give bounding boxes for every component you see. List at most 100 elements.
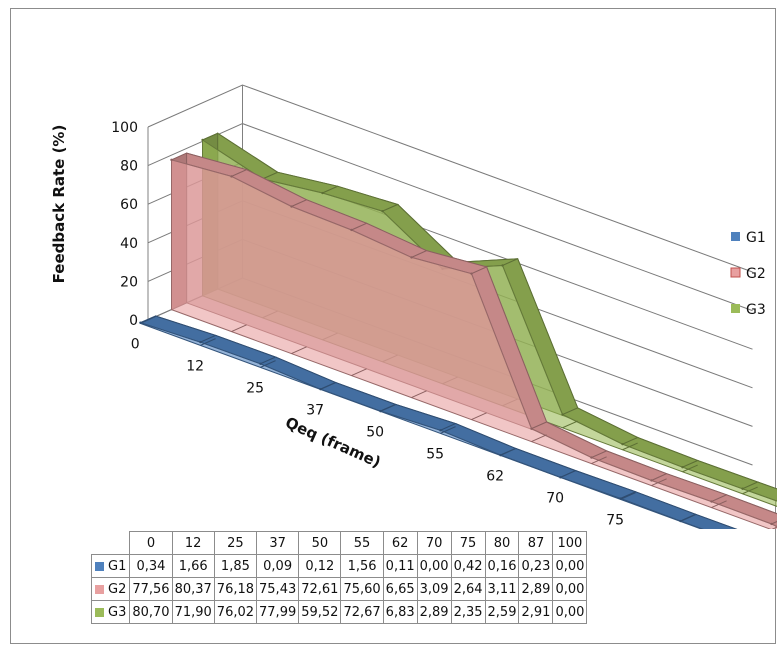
table-cell: 71,90 — [171, 600, 215, 624]
y-tick-label: 20 — [120, 274, 138, 290]
data-point — [321, 191, 324, 195]
table-cell: 0,11 — [382, 554, 418, 578]
table-cell: 76,02 — [213, 600, 258, 624]
table-cell: 1,56 — [340, 554, 384, 578]
table-header-cell: 100 — [552, 531, 588, 555]
table-cell: 76,18 — [213, 577, 258, 601]
table-cell: 0,16 — [484, 554, 520, 578]
series-G2-floor-tick — [471, 412, 487, 421]
legend-label: G3 — [746, 302, 766, 318]
table-cell: 0,00 — [552, 600, 588, 624]
table-cell: 2,89 — [518, 577, 554, 601]
table-cell: 1,66 — [171, 554, 215, 578]
y-tick-label: 40 — [120, 236, 138, 252]
table-cell: 0,23 — [518, 554, 554, 578]
series-G2-floor-tick — [771, 526, 777, 529]
table-row: G3 80,70 71,90 76,02 77,99 59,52 72,67 6,83 2,89… — [90, 600, 588, 624]
data-point — [379, 409, 382, 413]
table-row-label: G3 — [90, 600, 131, 624]
series-G3-floor-tick — [682, 464, 698, 473]
table-cell: 0,42 — [450, 554, 486, 578]
data-point — [559, 476, 562, 479]
data-point — [439, 429, 442, 432]
table-cell: 0,00 — [552, 577, 588, 601]
table-cell: 0,09 — [256, 554, 300, 578]
series-G2-floor-tick — [651, 478, 667, 487]
table-cell: 3,09 — [416, 577, 452, 601]
data-point — [621, 442, 624, 446]
series-G1-floor-tick — [380, 404, 396, 412]
table-series-name: G2 — [108, 581, 127, 597]
table-cell: 77,56 — [129, 577, 173, 601]
table-header-cell: 50 — [298, 531, 342, 555]
table-corner — [92, 532, 130, 555]
series-G1-floor-tick — [680, 514, 696, 522]
table-header-cell: 70 — [416, 531, 452, 555]
data-point — [650, 479, 653, 482]
table-cell: 0,34 — [129, 554, 173, 578]
table-series-name: G1 — [108, 558, 127, 574]
table-cell: 80,37 — [171, 577, 215, 601]
data-point — [381, 210, 384, 213]
legend-swatch — [731, 232, 740, 241]
series-G3-top-segment — [741, 481, 777, 502]
data-point — [290, 205, 293, 208]
data-point — [499, 453, 502, 457]
table-cell: 72,67 — [340, 600, 384, 624]
series-G1-floor-tick — [440, 426, 456, 434]
table-cell: 2,35 — [450, 600, 486, 624]
y-tick-label: 100 — [111, 120, 138, 136]
data-point — [259, 362, 262, 365]
legend-swatch — [730, 267, 741, 278]
table-series-name: G3 — [108, 604, 127, 620]
series-G1-floor-tick — [200, 338, 216, 346]
legend-label: G2 — [746, 266, 766, 282]
table-cell: 6,65 — [382, 577, 418, 601]
series-G3-floor-tick — [562, 420, 578, 429]
series-G1-floor-tick — [560, 470, 576, 478]
data-point — [170, 158, 173, 162]
legend: G1 G2 G3 — [730, 230, 766, 318]
legend-label: G1 — [746, 230, 766, 246]
table-header-cell: 0 — [129, 531, 173, 555]
data-point — [410, 256, 413, 259]
series-G2-floor-tick — [291, 346, 307, 355]
table-cell: 72,61 — [298, 577, 342, 601]
table-header-cell: 75 — [450, 531, 486, 555]
data-point — [230, 175, 233, 178]
series-G3-floor-tick — [742, 486, 758, 495]
data-point — [530, 427, 533, 430]
data-point — [770, 522, 773, 526]
series-G1 — [138, 315, 738, 529]
table-row: G2 77,56 80,37 76,18 75,43 72,61 75,60 6,65 3,09… — [90, 577, 588, 601]
data-point — [681, 466, 684, 469]
series-G2-top-segment — [770, 521, 777, 528]
x-tick-label: 50 — [366, 425, 384, 441]
table-cell: 75,43 — [256, 577, 300, 601]
table-cell: 0,00 — [552, 554, 588, 578]
table-row-label: G2 — [90, 577, 131, 601]
series-G1-floor-tick — [260, 360, 276, 368]
y-axis-title: Feedback Rate (%) — [50, 125, 68, 284]
x-tick-label: 0 — [131, 337, 140, 353]
series-G2-front-face — [171, 159, 777, 529]
series-G1-front-face — [139, 322, 704, 529]
x-axis-title: Qeq (frame) — [283, 413, 384, 471]
series-G2-floor-tick — [231, 324, 247, 333]
table-header-cell: 55 — [340, 531, 384, 555]
table-legend-swatch — [95, 607, 104, 617]
table-cell: 2,59 — [484, 600, 520, 624]
table-header-cell: 62 — [382, 531, 418, 555]
table-cell: 2,91 — [518, 600, 554, 624]
table-header-cell: 80 — [484, 531, 520, 555]
table-cell: 2,89 — [416, 600, 452, 624]
data-point — [199, 340, 202, 344]
data-point — [561, 413, 564, 416]
data-point — [710, 500, 713, 503]
table-cell: 77,99 — [256, 600, 300, 624]
data-point — [201, 138, 204, 142]
table-row: G1 0,34 1,66 1,85 0,09 0,12 1,56 0,11 0,00 0,42 0,… — [90, 554, 588, 578]
